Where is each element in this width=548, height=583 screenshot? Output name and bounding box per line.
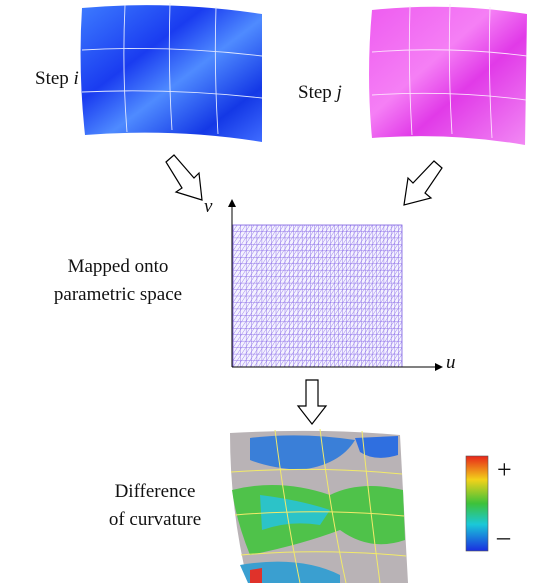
difference-line-2: of curvature [109, 509, 201, 530]
figure: Step i Step j v u Mapped onto parametric… [0, 0, 548, 583]
mapped-line-1: Mapped onto [68, 256, 169, 277]
colorbar [466, 456, 488, 551]
axis-u: u [446, 352, 456, 373]
label-step-j: Step j [298, 82, 342, 103]
parametric-mesh [140, 225, 495, 367]
mapped-line-2: parametric space [54, 284, 182, 305]
difference-line-1: Difference [115, 481, 196, 502]
surface-step-i [81, 3, 262, 142]
label-step-i: Step i [35, 68, 79, 89]
surface-difference [230, 429, 408, 583]
colorbar-plus: + [497, 455, 512, 484]
surface-step-j [369, 4, 527, 145]
axis-v: v [204, 196, 213, 217]
colorbar-minus: – [496, 522, 511, 551]
